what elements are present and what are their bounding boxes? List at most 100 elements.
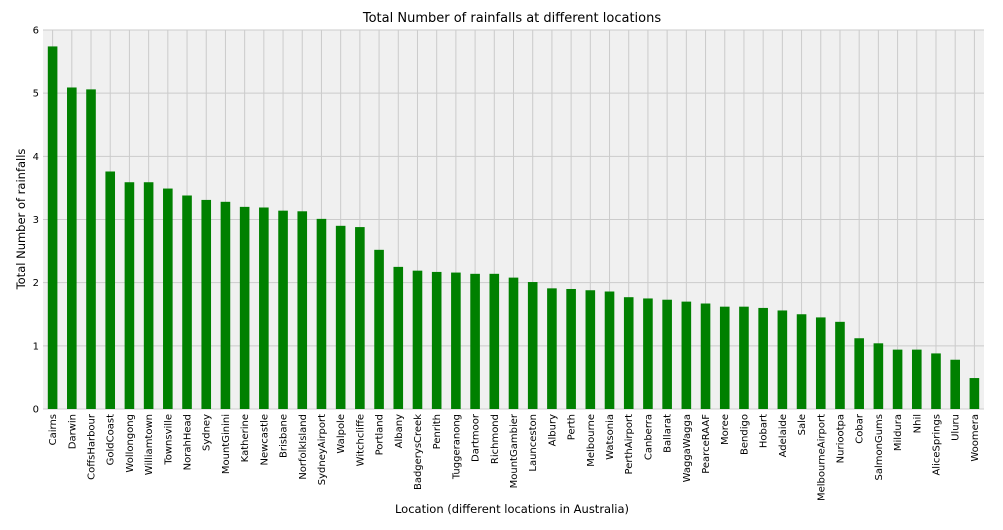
bar-launceston: [527, 282, 538, 409]
bar-norfolkisland: [297, 211, 308, 409]
y-tick-label: 0: [33, 405, 39, 416]
x-tick-label: Melbourne: [586, 414, 597, 467]
x-tick-label: Canberra: [643, 414, 654, 460]
x-tick-label: PerthAirport: [624, 414, 635, 475]
bar-sydneyairport: [316, 218, 327, 409]
x-tick-label: Brisbane: [279, 414, 290, 458]
x-tick-label: Watsonia: [605, 414, 616, 460]
bar-melbourneairport: [815, 317, 826, 409]
x-tick-label: Nhil: [912, 414, 923, 433]
bar-sydney: [201, 199, 212, 409]
bar-pearceraaf: [700, 303, 711, 409]
x-tick-label: Darwin: [67, 414, 78, 449]
x-tick-label: Katherine: [240, 414, 251, 462]
x-tick-label: Launceston: [528, 414, 539, 472]
bar-townsville: [163, 188, 173, 409]
bar-richmond: [489, 273, 500, 409]
bar-moree: [719, 306, 730, 409]
x-tick-label: Mildura: [893, 414, 904, 451]
bar-nhil: [911, 349, 922, 409]
x-tick-label: Townsville: [163, 414, 174, 466]
y-tick-label: 1: [33, 341, 39, 352]
y-tick-label: 2: [33, 278, 39, 289]
x-axis-label: Location (different locations in Austral…: [395, 502, 629, 516]
bar-katherine: [239, 206, 250, 409]
x-tick-label: Ballarat: [663, 414, 674, 453]
bar-goldcoast: [105, 171, 116, 409]
bar-witchcliffe: [355, 227, 365, 409]
bar-uluru: [950, 359, 960, 409]
x-tick-label: Nuriootpa: [835, 414, 846, 463]
x-tick-label: Newcastle: [259, 414, 270, 466]
x-tick-label: CoffsHarbour: [87, 413, 98, 480]
bar-woomera: [969, 378, 980, 409]
bar-salmongums: [873, 343, 884, 409]
x-tick-label: BadgerysCreek: [413, 414, 424, 490]
x-tick-label: WaggaWagga: [682, 414, 693, 482]
bar-nuriootpa: [835, 321, 845, 409]
bar-hobart: [758, 307, 768, 409]
bar-mountginini: [220, 201, 231, 409]
bar-waggawagga: [681, 301, 692, 409]
x-tick-label: GoldCoast: [106, 414, 117, 465]
x-tick-label: AliceSprings: [931, 414, 942, 476]
bar-canberra: [643, 298, 653, 409]
y-tick-label: 6: [33, 26, 39, 37]
x-tick-label: SalmonGums: [874, 414, 885, 481]
bar-perth: [566, 288, 576, 409]
x-tick-label: Sale: [797, 414, 808, 435]
y-tick-label: 3: [33, 215, 39, 226]
bar-cairns: [47, 46, 58, 409]
y-tick-labels: 0 1 2 3 4 5 6: [33, 26, 39, 416]
bar-albury: [547, 288, 557, 409]
bar-alicesprings: [931, 353, 941, 409]
x-tick-label: Uluru: [951, 414, 962, 441]
chart-title: Total Number of rainfalls at different l…: [362, 11, 661, 26]
y-tick-label: 4: [33, 152, 39, 163]
bar-melbourne: [585, 290, 596, 409]
x-tick-label: Witchcliffe: [355, 414, 366, 466]
x-tick-label: Dartmoor: [471, 413, 482, 462]
bar-badgeryscreek: [412, 270, 423, 409]
x-tick-label: Bendigo: [739, 414, 750, 455]
y-tick-label: 5: [33, 89, 39, 100]
bar-cobar: [854, 338, 864, 409]
x-tick-label: Walpole: [336, 414, 347, 454]
x-tick-label: Richmond: [490, 414, 501, 464]
bar-portland: [374, 249, 384, 409]
x-tick-label: Woomera: [970, 414, 981, 462]
bar-coffsharbour: [86, 89, 96, 410]
x-tick-label: Albany: [394, 414, 405, 448]
x-tick-label: MelbourneAirport: [816, 414, 827, 501]
x-tick-label: NorahHead: [183, 414, 194, 470]
x-tick-label: Sydney: [202, 414, 213, 451]
x-tick-label: Perth: [567, 414, 578, 440]
bar-mildura: [892, 349, 903, 409]
bar-perthairport: [623, 297, 634, 409]
x-tick-label: MountGinini: [221, 414, 232, 474]
y-axis-label: Total Number of rainfalls: [14, 149, 28, 291]
x-tick-label: Penrith: [432, 414, 443, 449]
x-tick-label: Williamtown: [144, 414, 155, 475]
bar-wollongong: [124, 182, 135, 409]
x-tick-label: Hobart: [759, 414, 770, 448]
x-tick-label: SydneyAirport: [317, 414, 328, 485]
bar-albany: [393, 266, 404, 409]
bar-watsonia: [604, 291, 615, 409]
x-tick-label: Tuggeranong: [451, 414, 462, 480]
bar-walpole: [335, 225, 346, 409]
x-tick-label: Adelaide: [778, 414, 789, 457]
x-tick-label: Moree: [720, 414, 731, 445]
bar-tuggeranong: [451, 272, 461, 409]
x-tick-label: Wollongong: [125, 414, 136, 473]
x-tick-label: Albury: [547, 414, 558, 446]
x-tick-label: Cairns: [48, 414, 59, 445]
x-tick-label: Portland: [375, 414, 386, 455]
bar-bendigo: [739, 306, 749, 409]
bar-darwin: [67, 87, 77, 410]
x-tick-labels: Cairns Darwin CoffsHarbour GoldCoast Wollong…: [48, 413, 981, 501]
bar-williamtown: [143, 182, 154, 409]
bar-brisbane: [278, 210, 288, 409]
bars-group: [47, 46, 980, 410]
